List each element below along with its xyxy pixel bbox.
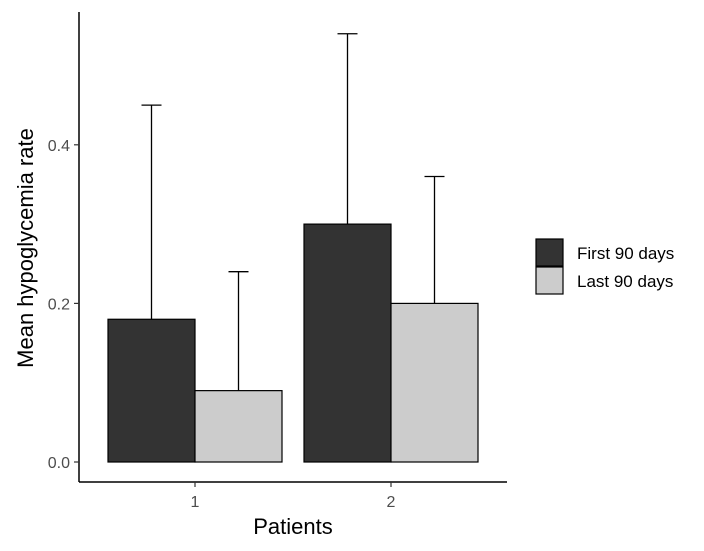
bar-last-90-days-patient-1 — [194, 390, 283, 463]
y-tick-label: 0.0 — [48, 455, 70, 472]
legend: First 90 days Last 90 days — [535, 238, 674, 295]
bars-layer — [107, 223, 479, 463]
y-tick-label: 0.4 — [48, 138, 70, 155]
bar-last-90-days-patient-2 — [390, 302, 479, 463]
legend-label: First 90 days — [577, 244, 674, 263]
error-bars-layer — [141, 33, 445, 391]
y-tick-label: 0.2 — [48, 296, 70, 313]
bar-first-90-days-patient-2 — [303, 223, 392, 463]
x-tick-label: 1 — [191, 494, 200, 511]
y-ticks-layer: 0.0 0.2 0.4 — [48, 138, 79, 472]
legend-swatch — [535, 238, 564, 267]
bar-first-90-days-patient-1 — [107, 318, 196, 463]
y-axis-title: Mean hypoglycemia rate — [13, 128, 38, 368]
legend-label: Last 90 days — [577, 272, 673, 291]
x-tick-label: 2 — [387, 494, 396, 511]
x-axis-title: Patients — [253, 514, 333, 539]
legend-swatch — [535, 266, 564, 295]
